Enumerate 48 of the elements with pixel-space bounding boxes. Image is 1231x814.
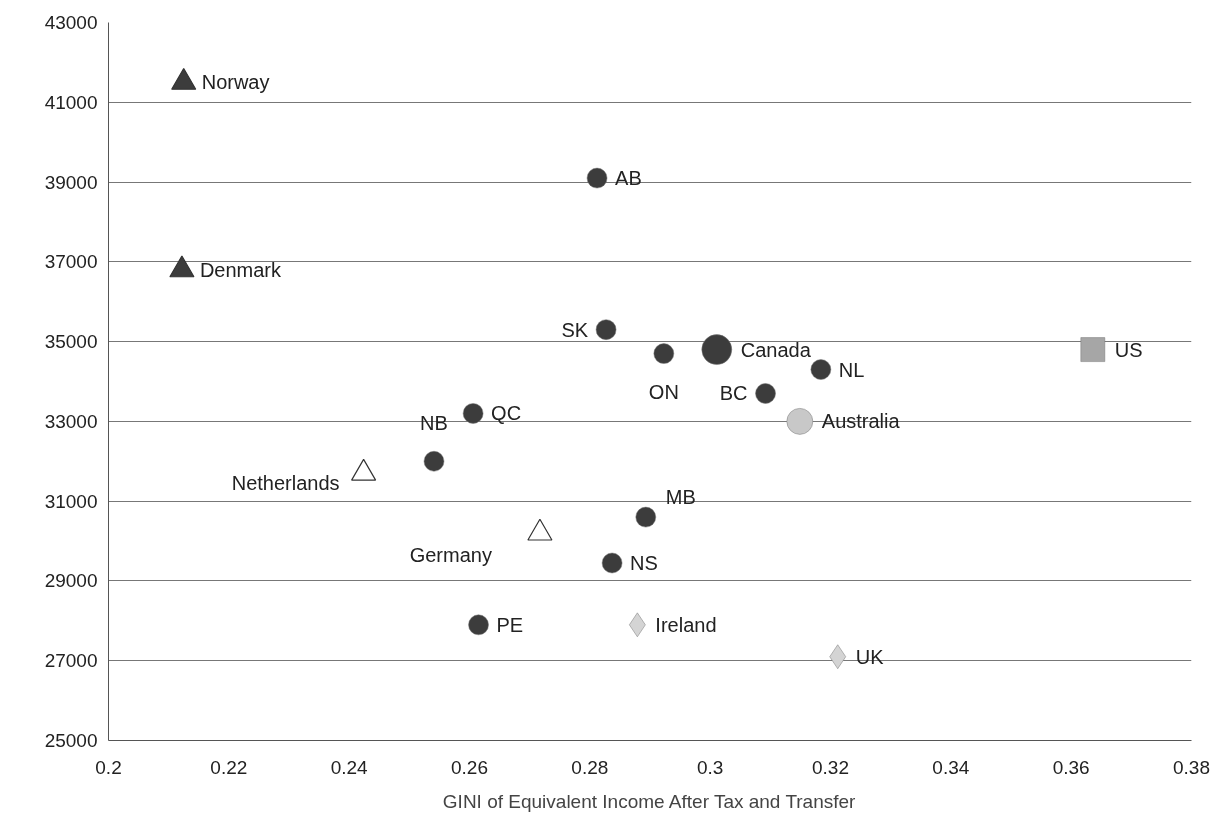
point [595, 319, 617, 340]
series-label: US [1114, 338, 1143, 361]
series-label: Canada [740, 338, 812, 361]
y-tick-label: 25000 [44, 730, 98, 751]
series-label: PE [496, 613, 524, 636]
y-tick-label: 41000 [44, 91, 98, 113]
x-tick-label: 0.28 [571, 756, 609, 778]
x-tick-label: 0.24 [330, 756, 369, 778]
x-tick-label: 0.34 [932, 756, 970, 778]
x-tick-label: 0.38 [1173, 756, 1210, 778]
point [468, 614, 489, 636]
x-tick-label: 0.22 [210, 756, 248, 778]
point [1080, 337, 1106, 362]
point [653, 343, 675, 364]
series-label: SK [561, 318, 589, 341]
x-tick-label: 0.26 [451, 756, 488, 778]
series-label: Denmark [199, 258, 283, 281]
series-label: Ireland [655, 613, 717, 636]
x-axis-title: GINI of Equivalent Income After Tax and Transfer [442, 790, 857, 812]
series-label: BC [719, 382, 748, 405]
point [810, 359, 832, 380]
series-label: Netherlands [231, 472, 340, 495]
point [635, 506, 657, 528]
series-label: Germany [409, 544, 492, 567]
x-tick-label: 0.3 [696, 756, 724, 778]
point [601, 552, 623, 574]
x-tick-label: 0.2 [95, 756, 122, 778]
point [755, 383, 776, 404]
point [586, 167, 608, 189]
point [701, 334, 733, 365]
y-tick-label: 31000 [44, 490, 98, 512]
x-tick-label: 0.36 [1052, 756, 1090, 778]
point [462, 403, 484, 424]
y-tick-label: 29000 [44, 570, 98, 592]
y-tick-label: 27000 [44, 650, 98, 672]
y-tick-label: 33000 [44, 410, 98, 432]
y-tick-label: 35000 [44, 331, 98, 353]
series-label: NS [630, 551, 658, 574]
series-label: NL [838, 358, 865, 381]
series-label: ON [648, 380, 679, 403]
y-tick-label: 43000 [44, 12, 98, 33]
series-label: QC [491, 402, 522, 425]
point [786, 408, 814, 435]
y-tick-label: 37000 [44, 251, 98, 273]
point [423, 451, 445, 472]
x-tick-label: 0.32 [812, 756, 849, 778]
series-label: Norway [201, 71, 270, 94]
y-tick-label: 39000 [44, 171, 98, 193]
